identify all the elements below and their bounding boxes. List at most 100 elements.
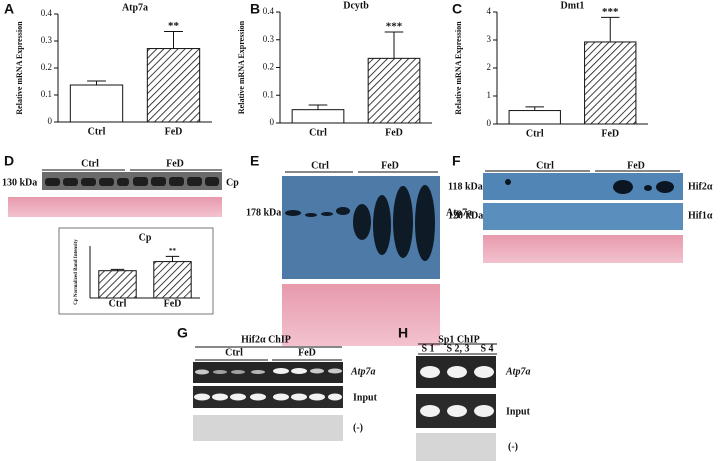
row-label: Input [353,392,378,403]
inset-frame [58,227,214,315]
blot [483,203,683,230]
x-tick-label: Ctrl [109,298,127,309]
y-axis-label: Cp Normalized Band Intensity [74,239,79,305]
x-tick-label: Ctrl [309,127,327,138]
x-tick-label: FeD [601,128,619,139]
y-axis-label: Relative mRNA Expression [454,21,463,115]
panel-h-chip: H Sp1 ChIP S 1 S 2, 3 S 4 Atp7a Input (-… [398,325,531,461]
group-label: FeD [166,158,184,169]
panel-label: B [250,1,260,17]
x-tick-label: FeD [165,126,183,137]
panel-label: E [250,153,259,169]
group-label: FeD [381,160,399,171]
marker-label: 130 kDa [2,177,37,188]
panel-f-blot: F Ctrl FeD 118 kDa 120 kDa Hif2α Hif1α [448,153,713,263]
y-tick-label: 4 [487,6,492,16]
target-label: Hif1α [688,210,713,221]
row-label: Atp7a [350,366,375,377]
y-axis-label: Relative mRNA Expression [15,21,24,115]
y-tick-label: 0.3 [41,35,53,45]
y-tick-label: 1 [487,90,492,100]
group-label: S 2, 3 [446,343,469,354]
bar [291,109,345,124]
panel-label: G [177,325,188,341]
y-tick-label: 0 [48,116,53,126]
panel-label: H [398,325,408,341]
error-bar [110,268,125,271]
x-tick-label: FeD [385,127,403,138]
panel-label: F [452,153,461,169]
bar [98,270,137,299]
error-bar [601,16,620,42]
significance: *** [386,21,403,33]
error-bar [165,255,180,262]
x-tick-label: Ctrl [88,126,106,137]
error-bar [308,104,328,110]
bands [194,368,342,401]
chart-title: Dmt1 [561,0,585,11]
panel-d-blot: D Ctrl FeD 130 kDa Cp [2,153,239,315]
target-label: Cp [226,177,239,188]
chip-title: Sp1 ChIP [438,334,479,345]
charts: A Atp7a Relative mRNA Expression 0 0.1 0.2 0.3… [4,0,648,309]
y-tick-label: 0.2 [263,62,274,72]
gel [193,386,343,408]
bands [420,366,494,417]
group-label: S 1 [421,343,434,354]
row-label: Atp7a [505,366,530,377]
y-tick-label: 0 [270,117,275,127]
panel-g-chip: G Hif2α ChIP Ctrl FeD Atp7a Input (-) [177,325,378,441]
panel-label: D [4,153,14,169]
y-tick-label: 3 [487,34,492,44]
group-label: Ctrl [81,158,99,169]
marker-label: 118 kDa [448,181,483,192]
y-tick-label: 0.1 [41,89,52,99]
bands [505,179,674,194]
row-label: Input [506,406,531,417]
bar [508,110,561,125]
chip-title: Hif2α ChIP [241,334,291,345]
y-tick-label: 0.1 [263,89,274,99]
significance: *** [602,6,619,18]
y-tick-label: 0 [487,118,492,128]
group-label: Ctrl [536,160,554,171]
bar [153,261,192,299]
panel-label: C [452,1,462,17]
panel-label: A [4,1,14,17]
error-bar [384,31,404,59]
y-tick-label: 0.2 [41,62,52,72]
bands [285,185,435,261]
ponceau [8,197,222,217]
bar [584,41,637,125]
error-bar [525,106,544,111]
panel-e-blot: E Ctrl FeD 178 kDa Atp7a [246,153,472,346]
chart-title: Dcytb [343,0,369,11]
target-label: Hif2α [688,181,713,192]
bar [69,84,124,123]
ponceau [483,235,683,263]
y-tick-label: 0.3 [263,34,275,44]
significance: ** [169,247,177,255]
y-tick-label: 0.4 [41,8,53,18]
error-bar [87,80,106,86]
gel [416,433,496,461]
group-label: FeD [298,347,316,358]
gel [193,415,343,441]
group-label: Ctrl [225,347,243,358]
marker-label: 178 kDa [246,207,281,218]
chart-title: Atp7a [122,2,148,13]
row-label: (-) [508,441,518,452]
group-label: Ctrl [311,160,329,171]
ponceau [282,284,440,346]
significance: ** [168,20,180,32]
y-tick-label: 0.4 [263,6,275,16]
bar [146,48,201,123]
bands [45,177,219,186]
x-tick-label: FeD [164,298,182,309]
y-tick-label: 2 [487,62,492,72]
bar [367,57,421,124]
chart-title: Cp [139,232,152,243]
group-label: FeD [627,160,645,171]
target-label: Atp7a [446,207,472,218]
